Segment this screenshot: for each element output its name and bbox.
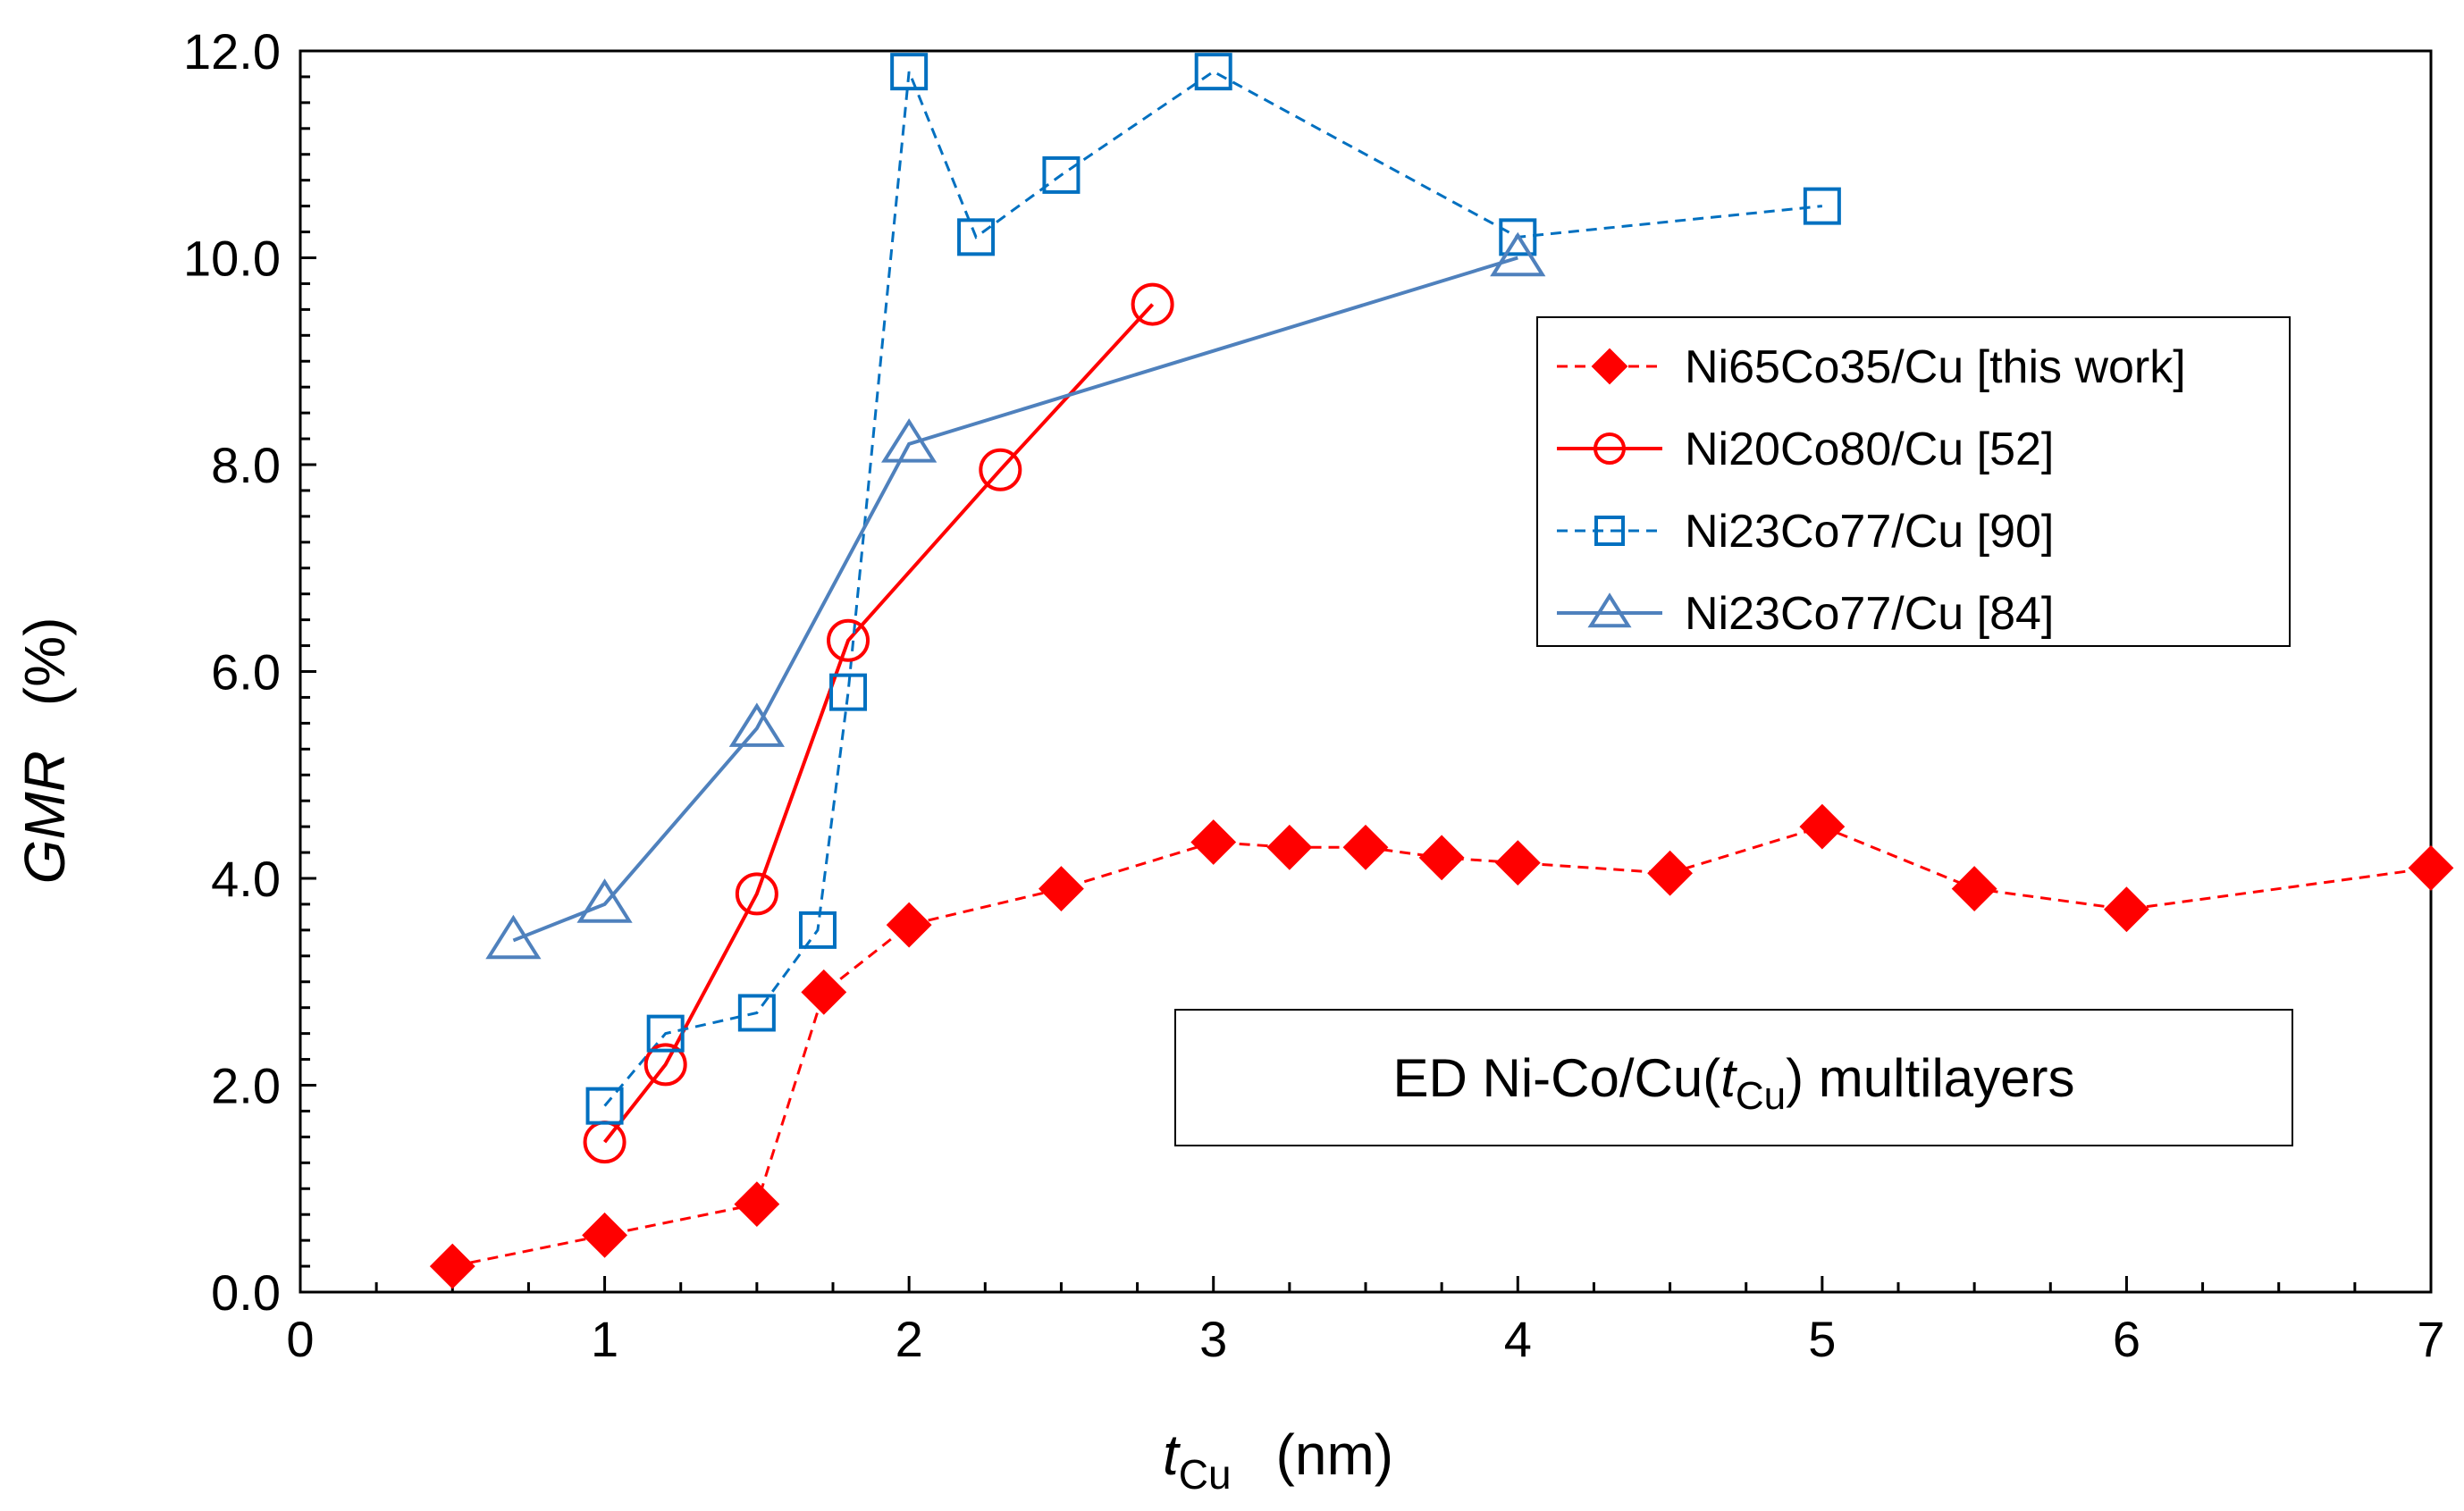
x-tick-label: 1: [591, 1311, 618, 1367]
data-point-s1: [1418, 835, 1465, 881]
series-markers: [429, 53, 2454, 1289]
y-tick-label: 8.0: [211, 437, 281, 493]
series-lines: [451, 70, 2432, 1268]
y-tick-label: 10.0: [183, 231, 281, 287]
series-line-2: [602, 303, 1155, 1144]
data-point-s3: [1499, 218, 1537, 256]
data-point-s3: [585, 1087, 624, 1125]
data-point-s4: [485, 914, 542, 960]
data-point-s1: [1494, 840, 1541, 886]
annotation: ED Ni-Co/Cu(tCu) multilayers: [1174, 1009, 2293, 1146]
y-axis-title: GMR(%): [13, 617, 77, 885]
axes: 0.0 2.0 4.0 6.0 8.0 10.0 12.0 0 1 2 3 4 5 6 7: [183, 23, 2445, 1367]
legend-box: [1536, 316, 2291, 647]
x-tick-label: 7: [2417, 1311, 2444, 1367]
annotation-text: ED Ni-Co/Cu(tCu) multilayers: [1392, 1048, 2074, 1118]
data-point-s4: [1490, 231, 1546, 277]
data-point-s1: [1799, 803, 1846, 850]
legend-label: Ni23Co77/Cu [90]: [1685, 506, 2054, 558]
data-point-s4: [576, 878, 633, 923]
legend-label: Ni23Co77/Cu [84]: [1685, 588, 2054, 640]
data-point-s1: [1342, 824, 1389, 870]
data-point-s1: [801, 969, 847, 1015]
data-point-s1: [2408, 845, 2454, 891]
data-point-s1: [1190, 819, 1237, 865]
data-point-s2: [735, 872, 778, 916]
data-point-s1: [429, 1243, 475, 1289]
x-tick-label: 6: [2113, 1311, 2140, 1367]
series-line-4: [512, 256, 1518, 943]
legend-marker: [1594, 432, 1626, 465]
x-tick-label: 2: [896, 1311, 923, 1367]
annotation-box: [1174, 1009, 2293, 1146]
data-point-s2: [643, 1043, 687, 1087]
data-point-s1: [582, 1212, 627, 1258]
x-tick-label: 0: [286, 1311, 314, 1367]
data-point-s3: [646, 1014, 685, 1053]
legend-items: Ni65Co35/Cu [this work] Ni20Co80/Cu [52] N…: [1557, 341, 2186, 640]
x-tick-label: 5: [1808, 1311, 1836, 1367]
data-point-s1: [734, 1181, 780, 1228]
x-axis-title: tCu (nm): [1163, 1423, 1393, 1498]
data-point-s3: [737, 994, 776, 1032]
series-line-1: [451, 825, 2432, 1268]
y-tick-label: 2.0: [211, 1058, 281, 1114]
data-point-s2: [979, 448, 1022, 491]
legend-marker: [1594, 516, 1625, 546]
data-point-s1: [1039, 866, 1084, 911]
data-point-s3: [798, 911, 837, 949]
legend-label: Ni20Co80/Cu [52]: [1685, 424, 2054, 475]
data-point-s3: [1042, 155, 1081, 194]
legend-label: Ni65Co35/Cu [this work]: [1685, 341, 2186, 393]
data-point-s1: [2104, 886, 2149, 933]
legend-marker: [1591, 348, 1628, 385]
data-point-s3: [829, 673, 868, 711]
data-point-s1: [886, 902, 932, 948]
x-tick-label: 3: [1199, 1311, 1227, 1367]
data-point-s4: [728, 702, 785, 747]
data-point-s2: [1131, 282, 1174, 326]
y-tick-label: 0.0: [211, 1264, 281, 1321]
y-tick-label: 6.0: [211, 644, 281, 701]
data-point-s1: [1951, 866, 1997, 911]
legend: Ni65Co35/Cu [this work] Ni20Co80/Cu [52] N…: [1536, 316, 2291, 647]
data-point-s3: [1194, 53, 1232, 91]
data-point-s4: [881, 418, 938, 463]
data-point-s3: [957, 218, 996, 256]
data-point-s2: [827, 618, 870, 662]
data-point-s1: [1266, 824, 1313, 870]
data-point-s3: [890, 53, 929, 91]
legend-marker: [1587, 592, 1632, 628]
y-tick-label: 12.0: [183, 23, 281, 80]
data-point-s3: [1803, 187, 1841, 225]
series-line-3: [603, 70, 1823, 1107]
y-tick-label: 4.0: [211, 851, 281, 907]
data-point-s1: [1647, 850, 1693, 896]
x-tick-label: 4: [1504, 1311, 1532, 1367]
